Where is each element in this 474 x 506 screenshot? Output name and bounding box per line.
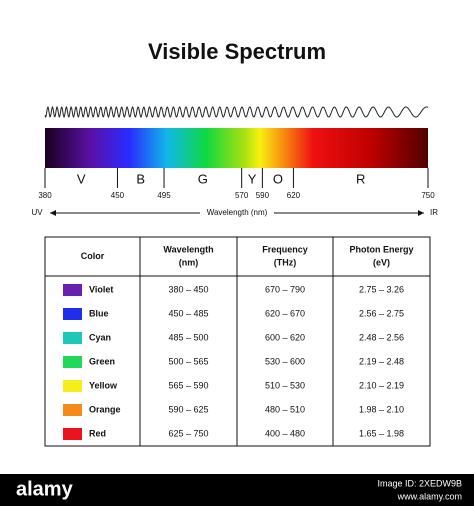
band-label: B [136, 171, 145, 186]
band-label: R [356, 171, 365, 186]
wave [44, 105, 429, 119]
swatch [63, 356, 82, 368]
table-cell: Green [89, 356, 115, 366]
table-cell: 2.10 – 2.19 [359, 380, 404, 390]
uv-label: UV [31, 208, 43, 217]
header-cell: Wavelength [163, 244, 213, 254]
table-cell: 620 – 670 [265, 308, 305, 318]
header-cell: Frequency [262, 244, 308, 254]
table-cell: 480 – 510 [265, 404, 305, 414]
tick-label: 380 [38, 191, 52, 200]
header-cell: (nm) [179, 257, 199, 267]
band-label: Y [248, 171, 257, 186]
table-cell: 600 – 620 [265, 332, 305, 342]
image-id: Image ID: 2XEDW9B [377, 478, 462, 488]
table-cell: 400 – 480 [265, 428, 305, 438]
band-label: V [77, 171, 86, 186]
table-cell: 450 – 485 [168, 308, 208, 318]
axis-label: Wavelength (nm) [207, 208, 268, 217]
swatch [63, 428, 82, 440]
tick-label: 450 [111, 191, 125, 200]
tick-label: 620 [287, 191, 301, 200]
table-cell: 625 – 750 [168, 428, 208, 438]
table-cell: 1.98 – 2.10 [359, 404, 404, 414]
swatch [63, 284, 82, 296]
header-cell: Photon Energy [349, 244, 413, 254]
label-bg [200, 207, 274, 219]
swatch [63, 404, 82, 416]
table-cell: Blue [89, 308, 109, 318]
header-cell: Color [81, 251, 105, 261]
band-label: G [198, 171, 208, 186]
table-cell: 670 – 790 [265, 284, 305, 294]
table-cell: 380 – 450 [168, 284, 208, 294]
swatch [63, 332, 82, 344]
table-cell: Red [89, 428, 106, 438]
table-cell: 590 – 625 [168, 404, 208, 414]
title: Visible Spectrum [148, 39, 326, 64]
table-cell: Yellow [89, 380, 118, 390]
footer-bar [0, 474, 474, 506]
table-cell: 565 – 590 [168, 380, 208, 390]
ir-label: IR [430, 208, 438, 217]
table-cell: 2.75 – 3.26 [359, 284, 404, 294]
table-cell: 2.19 – 2.48 [359, 356, 404, 366]
table-cell: Orange [89, 404, 121, 414]
table-cell: 2.48 – 2.56 [359, 332, 404, 342]
table-cell: 530 – 600 [265, 356, 305, 366]
site: www.alamy.com [397, 491, 462, 501]
brand: alamy [16, 478, 74, 500]
table-cell: Violet [89, 284, 113, 294]
swatch [63, 380, 82, 392]
header-cell: (eV) [373, 257, 390, 267]
table-cell: 1.65 – 1.98 [359, 428, 404, 438]
table-cell: 485 – 500 [168, 332, 208, 342]
tick-label: 750 [421, 191, 435, 200]
table-cell: 500 – 565 [168, 356, 208, 366]
tick-label: 495 [157, 191, 171, 200]
spectrum-bar [45, 128, 428, 168]
band-label: O [273, 171, 283, 186]
tick-label: 590 [256, 191, 270, 200]
header-cell: (THz) [274, 257, 297, 267]
table-cell: 2.56 – 2.75 [359, 308, 404, 318]
table-cell: Cyan [89, 332, 111, 342]
table-cell: 510 – 530 [265, 380, 305, 390]
swatch [63, 308, 82, 320]
tick-label: 570 [235, 191, 249, 200]
